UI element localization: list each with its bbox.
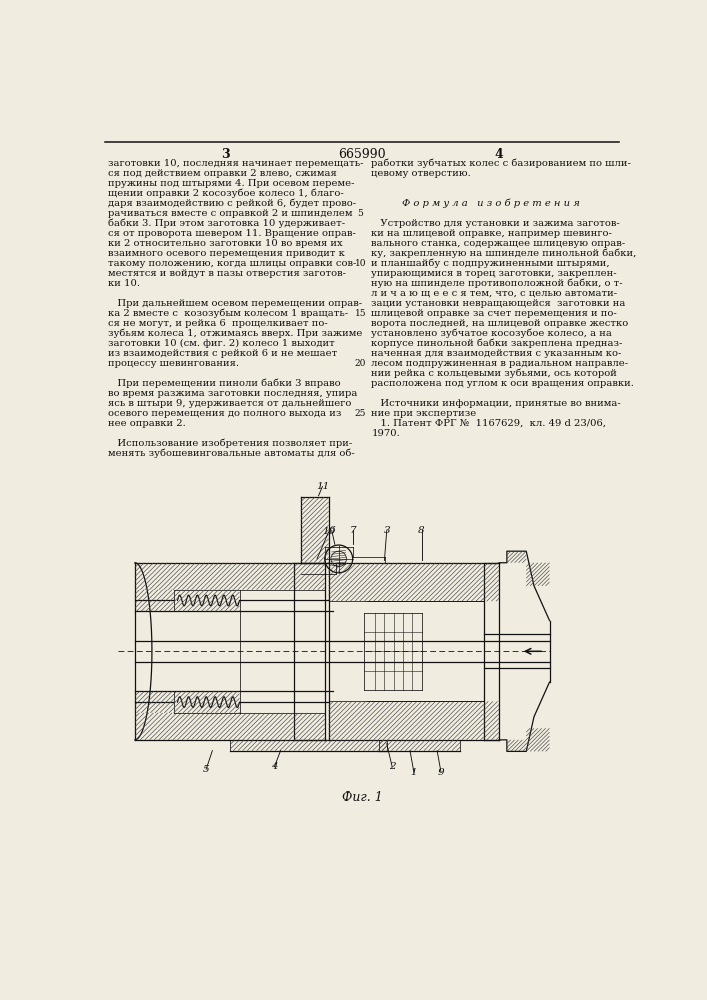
Text: 5: 5 (358, 209, 363, 218)
Text: и планшайбу с подпружиненными штырями,: и планшайбу с подпружиненными штырями, (371, 259, 610, 268)
Text: лесом подпружиненная в радиальном направле-: лесом подпружиненная в радиальном направ… (371, 359, 629, 368)
Text: менять зубошевинговальные автоматы для об-: менять зубошевинговальные автоматы для о… (107, 449, 354, 458)
Text: расположена под углом к оси вращения оправки.: расположена под углом к оси вращения опр… (371, 379, 634, 388)
Text: установлено зубчатое косозубое колесо, а на: установлено зубчатое косозубое колесо, а… (371, 329, 612, 338)
Text: 3: 3 (221, 148, 230, 161)
Text: 1970.: 1970. (371, 429, 400, 438)
Text: 1: 1 (411, 768, 417, 777)
Text: ние при экспертизе: ние при экспертизе (371, 409, 477, 418)
Text: ся под действием оправки 2 влево, сжимая: ся под действием оправки 2 влево, сжимая (107, 169, 337, 178)
Text: заготовки 10 (см. фиг. 2) колесо 1 выходит: заготовки 10 (см. фиг. 2) колесо 1 выход… (107, 339, 334, 348)
Text: Устройство для установки и зажима заготов-: Устройство для установки и зажима загото… (371, 219, 620, 228)
Text: пружины под штырями 4. При осевом переме-: пружины под штырями 4. При осевом переме… (107, 179, 354, 188)
Text: цевому отверстию.: цевому отверстию. (371, 169, 471, 178)
Text: 4: 4 (271, 762, 278, 771)
Text: ную на шпинделе противоположной бабки, о т-: ную на шпинделе противоположной бабки, о… (371, 279, 623, 288)
Text: 4: 4 (495, 148, 503, 161)
Text: работки зубчатых колес с базированием по шли-: работки зубчатых колес с базированием по… (371, 158, 631, 168)
Text: ся не могут, и рейка 6  прощелкивает по-: ся не могут, и рейка 6 прощелкивает по- (107, 319, 327, 328)
Text: 10: 10 (322, 527, 335, 536)
Text: бабки 3. При этом заготовка 10 удерживает-: бабки 3. При этом заготовка 10 удерживае… (107, 219, 345, 228)
Text: л и ч а ю щ е е с я тем, что, с целью автомати-: л и ч а ю щ е е с я тем, что, с целью ав… (371, 289, 617, 298)
Text: Ф о р м у л а   и з о б р е т е н и я: Ф о р м у л а и з о б р е т е н и я (402, 199, 580, 208)
Text: ки на шлицевой оправке, например шевинго-: ки на шлицевой оправке, например шевинго… (371, 229, 612, 238)
Text: взаимного осевого перемещения приводит к: взаимного осевого перемещения приводит к (107, 249, 344, 258)
Text: ка 2 вместе с  козозубым колесом 1 вращать-: ка 2 вместе с козозубым колесом 1 вращат… (107, 309, 348, 318)
Text: корпусе пинольной бабки закреплена предназ-: корпусе пинольной бабки закреплена предн… (371, 339, 623, 348)
Text: такому положению, когда шлицы оправки сов-: такому положению, когда шлицы оправки со… (107, 259, 356, 268)
Text: шлицевой оправке за счет перемещения и по-: шлицевой оправке за счет перемещения и п… (371, 309, 617, 318)
Text: из взаимодействия с рейкой 6 и не мешает: из взаимодействия с рейкой 6 и не мешает (107, 349, 337, 358)
Text: во время разжима заготовки последняя, упира: во время разжима заготовки последняя, уп… (107, 389, 357, 398)
Text: ки 10.: ки 10. (107, 279, 140, 288)
Text: 7: 7 (350, 526, 357, 535)
Text: процессу шевингования.: процессу шевингования. (107, 359, 239, 368)
Text: ся от проворота шевером 11. Вращение оправ-: ся от проворота шевером 11. Вращение опр… (107, 229, 356, 238)
Text: 20: 20 (355, 359, 366, 368)
Text: зации установки невращающейся  заготовки на: зации установки невращающейся заготовки … (371, 299, 626, 308)
Text: зубьям колеса 1, отжимаясь вверх. При зажиме: зубьям колеса 1, отжимаясь вверх. При за… (107, 329, 362, 338)
Text: 3: 3 (383, 526, 390, 535)
Text: рачиваться вместе с оправкой 2 и шпинделем: рачиваться вместе с оправкой 2 и шпиндел… (107, 209, 352, 218)
Text: наченная для взаимодействия с указанным ко-: наченная для взаимодействия с указанным … (371, 349, 621, 358)
Text: 5: 5 (203, 765, 209, 774)
Text: 25: 25 (355, 409, 366, 418)
Text: ки 2 относительно заготовки 10 во время их: ки 2 относительно заготовки 10 во время … (107, 239, 342, 248)
Text: 15: 15 (355, 309, 366, 318)
Text: ку, закрепленную на шпинделе пинольной бабки,: ку, закрепленную на шпинделе пинольной б… (371, 249, 636, 258)
Text: осевого перемещения до полного выхода из: осевого перемещения до полного выхода из (107, 409, 341, 418)
Text: заготовки 10, последняя начинает перемещать-: заготовки 10, последняя начинает перемещ… (107, 158, 363, 167)
Text: нее оправки 2.: нее оправки 2. (107, 419, 185, 428)
Text: 8: 8 (419, 526, 425, 535)
Text: Использование изобретения позволяет при-: Использование изобретения позволяет при- (107, 439, 352, 448)
Text: нии рейка с кольцевыми зубьями, ось которой: нии рейка с кольцевыми зубьями, ось кото… (371, 369, 617, 378)
Text: При дальнейшем осевом перемещении оправ-: При дальнейшем осевом перемещении оправ- (107, 299, 362, 308)
Text: местятся и войдут в пазы отверстия заготов-: местятся и войдут в пазы отверстия загот… (107, 269, 346, 278)
Text: даря взаимодействию с рейкой 6, будет прово-: даря взаимодействию с рейкой 6, будет пр… (107, 199, 356, 208)
Text: ясь в штыри 9, удерживается от дальнейшего: ясь в штыри 9, удерживается от дальнейше… (107, 399, 351, 408)
Text: Источники информации, принятые во внима-: Источники информации, принятые во внима- (371, 399, 621, 408)
Text: 6: 6 (329, 526, 335, 535)
Text: упирающимися в торец заготовки, закреплен-: упирающимися в торец заготовки, закрепле… (371, 269, 617, 278)
Text: 665990: 665990 (338, 148, 386, 161)
Text: 11: 11 (316, 482, 329, 491)
Text: 1. Патент ФРГ №  1167629,  кл. 49 d 23/06,: 1. Патент ФРГ № 1167629, кл. 49 d 23/06, (371, 419, 606, 428)
Text: При перемещении пиноли бабки 3 вправо: При перемещении пиноли бабки 3 вправо (107, 379, 340, 388)
Text: вального станка, содержащее шлицевую оправ-: вального станка, содержащее шлицевую опр… (371, 239, 626, 248)
Text: Фиг. 1: Фиг. 1 (341, 791, 382, 804)
Text: 2: 2 (389, 762, 395, 771)
Text: щении оправки 2 косозубое колесо 1, благо-: щении оправки 2 косозубое колесо 1, благ… (107, 189, 344, 198)
Text: ворота последней, на шлицевой оправке жестко: ворота последней, на шлицевой оправке же… (371, 319, 629, 328)
Text: 10: 10 (355, 259, 366, 268)
Text: 9: 9 (438, 768, 444, 777)
